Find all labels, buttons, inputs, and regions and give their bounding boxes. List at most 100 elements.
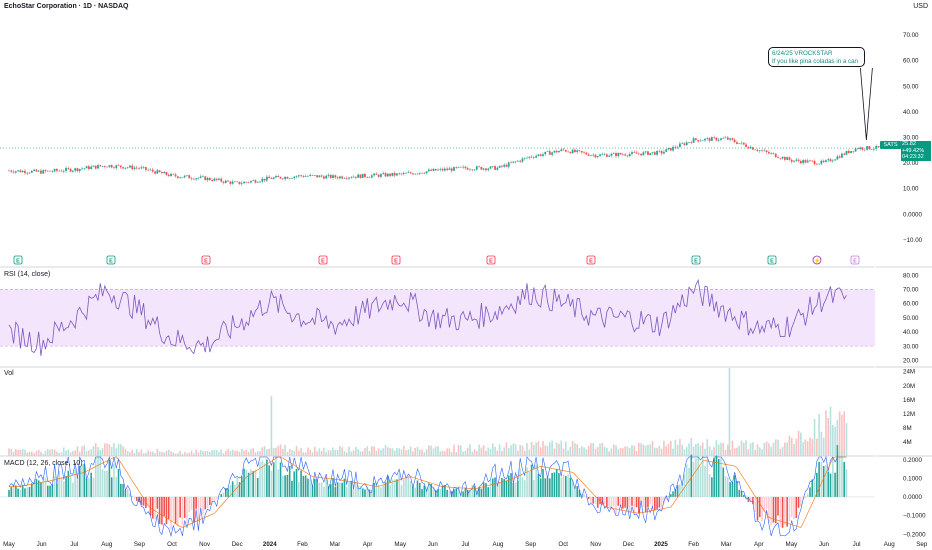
macd-histogram-bar <box>243 468 245 497</box>
volume-bar <box>288 449 291 456</box>
volume-bar <box>412 451 414 456</box>
volume-bar <box>437 446 439 456</box>
macd-histogram-bar <box>503 479 505 497</box>
candle <box>252 180 255 181</box>
volume-bar <box>624 446 626 456</box>
candle <box>325 175 328 179</box>
macd-histogram-bar <box>110 477 113 497</box>
candle <box>316 175 318 178</box>
candle <box>514 161 517 163</box>
time-axis-tick: Aug <box>884 541 896 548</box>
macd-histogram-bar <box>551 472 553 497</box>
volume-bar <box>562 448 565 456</box>
earnings-marker-label: E <box>589 259 593 265</box>
volume-bar <box>464 450 467 456</box>
candle <box>108 165 111 168</box>
volume-bar <box>788 435 791 456</box>
candle <box>391 172 394 176</box>
volume-bar <box>631 445 633 456</box>
macd-histogram-bar <box>113 463 115 497</box>
candle <box>742 142 745 145</box>
macd-histogram-bar <box>608 496 610 507</box>
currency-label[interactable]: USD <box>913 3 928 10</box>
candle <box>211 180 213 181</box>
candle <box>612 153 615 154</box>
volume-bar <box>434 446 437 456</box>
volume-bar <box>332 447 334 456</box>
volume-bar <box>731 440 734 456</box>
candle <box>875 146 878 149</box>
macd-histogram-bar <box>663 496 665 504</box>
volume-bar <box>302 452 305 456</box>
macd-histogram-bar <box>90 472 92 497</box>
annotation-note[interactable]: 6/24/25 VROCKSTAR If you like pina colad… <box>768 47 865 67</box>
macd-histogram-bar <box>535 464 537 497</box>
candle <box>199 176 202 178</box>
volume-bar <box>473 449 476 456</box>
volume-bar <box>46 449 49 456</box>
symbol-title[interactable]: EchoStar Corporation · 1D · NASDAQ <box>4 3 129 10</box>
earnings-marker-label: E <box>770 259 774 265</box>
volume-bar <box>414 447 416 456</box>
macd-histogram-bar <box>117 469 120 497</box>
volume-bar <box>179 450 181 456</box>
macd-histogram-bar <box>227 488 229 497</box>
candle <box>364 173 366 177</box>
volume-bar <box>325 452 327 456</box>
volume-bar <box>836 419 839 456</box>
volume-bar <box>450 451 453 456</box>
volume-bar <box>845 423 848 456</box>
candle <box>370 175 373 178</box>
candle <box>430 169 433 171</box>
rsi-axis-tick: 80.00 <box>903 272 919 279</box>
volume-bar <box>571 440 574 456</box>
candle <box>494 166 496 170</box>
macd-histogram-bar <box>327 486 330 497</box>
candle <box>498 165 501 168</box>
rsi-pane-label[interactable]: RSI (14, close) <box>4 271 51 278</box>
volume-bar <box>282 448 284 456</box>
macd-histogram-bar <box>599 496 601 505</box>
candle <box>592 154 595 156</box>
macd-histogram-bar <box>126 489 129 497</box>
rsi-axis-tick: 70.00 <box>903 287 919 294</box>
macd-histogram-bar <box>685 464 688 497</box>
volume-bar <box>418 449 421 456</box>
volume-bar <box>199 450 202 456</box>
volume-bar <box>295 446 298 456</box>
macd-histogram-bar <box>676 485 679 497</box>
macd-pane-label[interactable]: MACD (12, 26, close, 10) <box>4 460 83 467</box>
candle <box>836 156 839 160</box>
macd-histogram-bar <box>165 496 168 524</box>
volume-bar <box>320 450 323 456</box>
candle <box>815 164 818 165</box>
volume-bar <box>688 443 690 456</box>
volume-bar <box>206 450 209 456</box>
volume-bar <box>489 448 492 456</box>
volume-bar <box>298 450 300 456</box>
rsi-axis-tick: 30.00 <box>903 343 919 350</box>
volume-bar <box>539 447 542 456</box>
macd-histogram-bar <box>651 496 654 507</box>
candle <box>733 139 736 143</box>
candle <box>338 176 341 179</box>
macd-histogram-bar <box>99 449 102 497</box>
macd-histogram-bar <box>142 496 145 506</box>
candle <box>361 173 364 179</box>
candle <box>872 148 875 150</box>
candle <box>863 149 866 151</box>
candle <box>548 151 551 155</box>
volume-bar <box>583 447 585 456</box>
volume-bar <box>259 451 261 456</box>
volume-bar <box>49 449 51 456</box>
volume-bar <box>793 443 795 456</box>
candle <box>229 181 232 184</box>
volume-pane-label[interactable]: Vol <box>4 370 14 377</box>
macd-histogram-bar <box>135 496 138 501</box>
macd-histogram-bar <box>644 496 647 513</box>
macd-histogram-bar <box>288 465 291 497</box>
volume-bar <box>774 439 777 456</box>
candle <box>469 169 471 171</box>
macd-histogram-bar <box>359 485 362 497</box>
